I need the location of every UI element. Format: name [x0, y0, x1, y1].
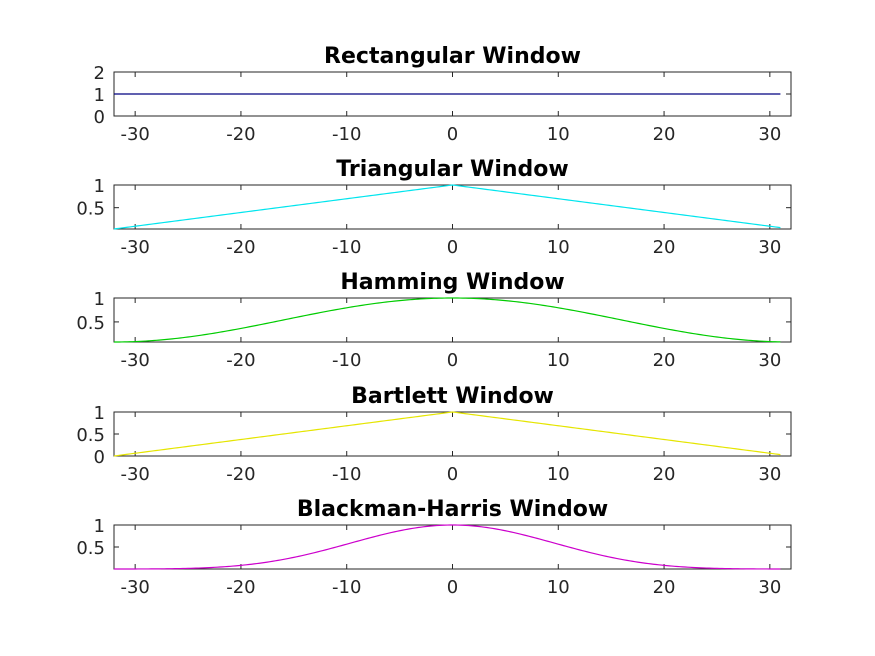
x-tick-label: 30	[758, 464, 781, 485]
x-tick-label: 10	[547, 577, 570, 598]
y-tick-label: 2	[94, 63, 105, 84]
series-line-bartlett	[113, 411, 781, 457]
x-tick-label: 10	[547, 464, 570, 485]
y-tick-label: 0.5	[76, 425, 105, 446]
x-tick-label: -30	[120, 464, 149, 485]
y-tick-label: 0	[94, 107, 105, 128]
x-tick-label: 20	[653, 350, 676, 371]
x-tick-label: 10	[547, 350, 570, 371]
x-tick-label: 30	[758, 350, 781, 371]
subplot-blackman-harris: Blackman-Harris Window -30 -20 -10 0 10 20 30 0.…	[76, 497, 792, 598]
y-tick-label: 1	[94, 516, 105, 537]
x-tick-label: 0	[447, 350, 458, 371]
series-line-blackman-harris	[114, 524, 781, 570]
x-tick-label: 10	[547, 124, 570, 145]
subplot-title: Hamming Window	[340, 270, 564, 295]
x-tick-label: -20	[226, 464, 255, 485]
x-tick-label: 20	[653, 124, 676, 145]
x-tick-label: -10	[332, 124, 361, 145]
subplot-triangular: Triangular Window -30 -20 -10 0 10 20 30 0.51	[76, 157, 792, 258]
x-tick-label: 0	[447, 577, 458, 598]
x-tick-label: -20	[226, 237, 255, 258]
x-tick-label: 20	[653, 464, 676, 485]
subplot-title: Triangular Window	[336, 157, 568, 182]
y-tick-label: 1	[94, 403, 105, 424]
x-tick-label: -30	[120, 350, 149, 371]
x-tick-label: -10	[332, 237, 361, 258]
y-tick-label: 0.5	[76, 538, 105, 559]
x-tick-label: 20	[653, 577, 676, 598]
axes-frame	[113, 411, 792, 457]
x-tick-label: 20	[653, 237, 676, 258]
y-tick-label: 0.5	[76, 313, 105, 334]
subplot-title: Bartlett Window	[351, 384, 554, 409]
y-tick-label: 1	[94, 289, 105, 310]
series-line-hamming	[113, 297, 781, 343]
y-tick-label: 1	[94, 85, 105, 106]
y-tick-label: 1	[94, 176, 105, 197]
axes-frame	[113, 297, 792, 343]
x-tick-label: 0	[447, 237, 458, 258]
x-tick-label: 30	[758, 577, 781, 598]
axes-frame	[113, 184, 792, 230]
x-tick-label: -10	[332, 464, 361, 485]
subplot-title: Rectangular Window	[324, 44, 581, 69]
x-tick-label: 0	[447, 124, 458, 145]
x-tick-label: -20	[226, 124, 255, 145]
y-tick-label: 0.5	[76, 199, 105, 220]
x-tick-label: -10	[332, 577, 361, 598]
x-tick-label: -20	[226, 577, 255, 598]
x-tick-label: -30	[120, 237, 149, 258]
series-line-triangular	[113, 184, 781, 230]
x-tick-label: -30	[120, 124, 149, 145]
x-tick-label: -10	[332, 350, 361, 371]
subplot-title: Blackman-Harris Window	[297, 497, 608, 522]
x-tick-label: 0	[447, 464, 458, 485]
y-tick-label: 0	[94, 447, 105, 468]
x-tick-label: 30	[758, 237, 781, 258]
x-tick-label: -30	[120, 577, 149, 598]
x-tick-label: 30	[758, 124, 781, 145]
x-tick-label: -20	[226, 350, 255, 371]
x-tick-label: 10	[547, 237, 570, 258]
subplot-hamming: Hamming Window -30 -20 -10 0 10 20 30 0.5 1	[76, 270, 792, 371]
axes-frame	[113, 524, 792, 570]
